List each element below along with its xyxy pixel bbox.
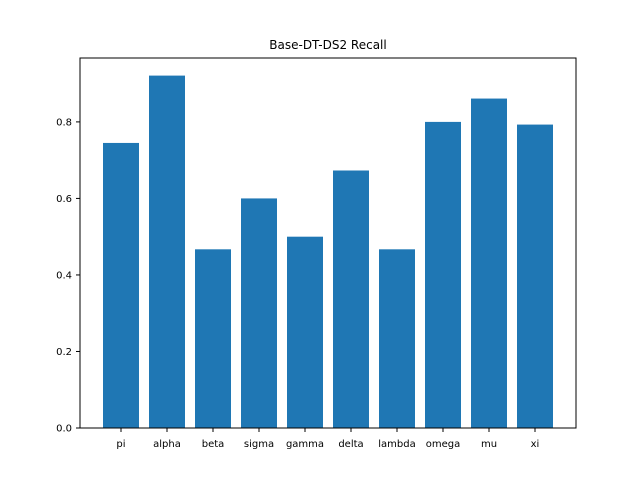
x-tick-label: lambda: [378, 439, 415, 450]
bar-alpha: [149, 75, 185, 428]
x-tick-label: omega: [426, 439, 461, 450]
x-axis: pi alpha beta sigma gamma delta lambda omega mu x…: [116, 428, 539, 450]
plot-frame: [79, 57, 577, 429]
x-tick-label: beta: [202, 439, 225, 450]
x-tick-label: gamma: [286, 439, 324, 450]
bar-pi: [103, 142, 139, 429]
x-tick-label: xi: [531, 439, 540, 450]
bar-omega: [425, 121, 461, 429]
bar-gamma: [287, 236, 323, 428]
y-axis: 0.0 0.2 0.4 0.6 0.8: [56, 117, 80, 435]
bar-mu: [471, 98, 507, 429]
x-tick-label: pi: [116, 439, 125, 450]
y-tick-label: 0.2: [56, 347, 72, 358]
x-tick-label: sigma: [244, 439, 274, 450]
x-tick-label: delta: [338, 439, 363, 450]
x-tick-label: mu: [481, 439, 497, 450]
y-tick-label: 0.0: [56, 424, 72, 435]
bar-sigma: [241, 198, 277, 428]
bar-beta: [195, 249, 231, 428]
y-tick-label: 0.8: [56, 117, 72, 128]
y-tick-label: 0.4: [56, 270, 72, 281]
bar-xi: [517, 124, 553, 429]
bar-lambda: [379, 249, 415, 428]
bar-delta: [333, 170, 369, 428]
y-tick-label: 0.6: [56, 194, 72, 205]
chart-title: Base-DT-DS2 Recall: [269, 38, 386, 52]
x-tick-label: alpha: [153, 439, 181, 450]
bars-group: [103, 75, 553, 429]
